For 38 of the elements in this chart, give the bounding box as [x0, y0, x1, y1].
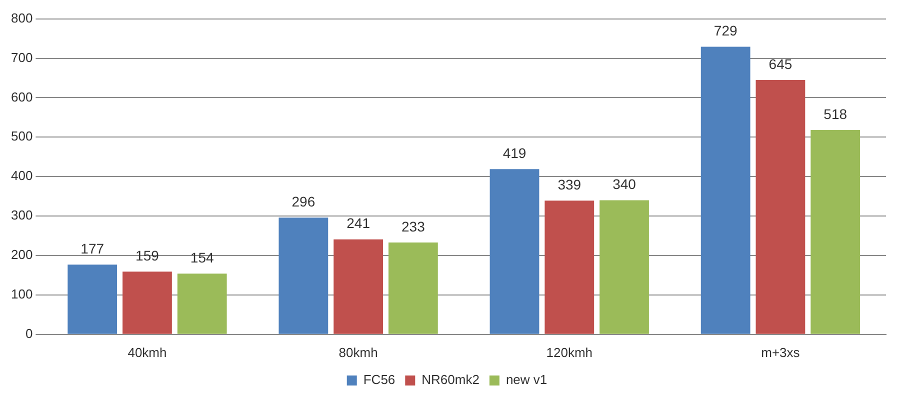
data-label: 518 — [824, 106, 848, 122]
y-tick-label: 700 — [10, 50, 33, 65]
bar — [122, 272, 172, 334]
bar — [68, 264, 118, 334]
bar — [810, 130, 860, 334]
bar — [334, 239, 384, 334]
data-label: 296 — [292, 193, 316, 210]
y-tick-label: 400 — [10, 168, 33, 184]
y-tick-label: 500 — [10, 128, 33, 144]
data-label: 241 — [346, 215, 370, 232]
data-label: 233 — [402, 218, 426, 234]
bar — [600, 200, 649, 334]
x-tick-label: 80kmh — [338, 344, 378, 360]
data-label: 177 — [80, 240, 104, 256]
bar — [700, 46, 750, 334]
data-label: 729 — [714, 22, 738, 39]
data-label: 339 — [558, 176, 582, 193]
bar — [177, 274, 227, 334]
x-tick-label: m+3xs — [761, 344, 800, 360]
data-label: 645 — [768, 56, 792, 72]
bar — [388, 242, 438, 334]
bar — [278, 218, 328, 334]
bar — [490, 169, 540, 334]
bar — [756, 80, 806, 334]
y-tick-label: 300 — [10, 208, 33, 223]
data-label: 340 — [612, 176, 636, 192]
y-tick-label: 0 — [25, 326, 33, 341]
legend-label: NR60mk2 — [422, 372, 480, 388]
data-label: 419 — [502, 144, 526, 161]
y-tick-label: 200 — [10, 247, 33, 262]
x-tick-label: 40kmh — [128, 344, 167, 360]
y-tick-label: 800 — [10, 10, 33, 26]
y-tick-label: 600 — [10, 89, 33, 104]
bar — [544, 200, 594, 334]
legend-label: FC56 — [363, 372, 396, 388]
x-tick-label: 120kmh — [546, 344, 593, 360]
y-tick-label: 100 — [10, 286, 33, 302]
legend-label: new v1 — [506, 372, 548, 388]
